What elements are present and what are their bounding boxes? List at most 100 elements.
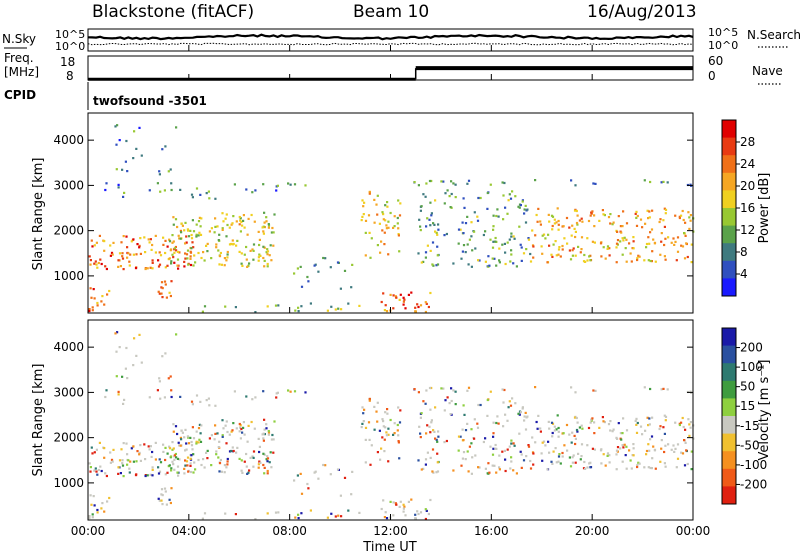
velocity-cell [185,448,188,451]
power-cell [98,234,101,237]
power-cell [383,309,386,312]
velocity-cell [334,515,337,518]
power-cell [91,306,94,309]
power-cell [361,199,364,202]
velocity-cell [544,444,547,447]
velocity-cell [445,439,448,443]
velocity-cell [580,455,583,458]
velocity-cell [139,459,142,462]
velocity-cell [568,456,571,459]
velocity-cell [392,514,395,517]
velocity-cell [502,401,505,404]
power-cell [117,259,120,262]
power-cell [589,259,592,262]
power-cell [636,258,639,262]
power-cell [128,260,131,263]
velocity-cell [477,466,480,469]
velocity-cell [680,421,683,424]
power-cell [192,264,195,267]
velocity-cell [175,456,178,459]
velocity-cell [473,437,476,440]
velocity-cell [170,389,173,392]
power-cell [317,270,320,273]
velocity-cell [269,451,272,454]
power-cell [551,224,554,228]
velocity-cell [487,462,490,465]
power-cell [186,257,189,260]
power-cell [601,209,604,212]
power-cell [266,248,269,251]
power-cell [199,225,202,228]
velocity-cell [262,452,265,455]
velocity-cell [160,499,163,502]
power-cell [358,304,361,307]
power-cell [160,281,164,284]
velocity-cell [519,411,522,414]
power-cell [531,229,534,232]
velocity-cell [497,422,500,425]
velocity-cell [422,400,425,403]
power-cell [459,228,462,231]
power-ylabel: Slant Range [km] [31,158,46,271]
power-cell [616,239,620,242]
power-cell [208,230,211,233]
velocity-cell [467,470,470,473]
velocity-cell [382,425,385,428]
power-cell [591,240,594,243]
power-cell [658,220,661,224]
velocity-cell [589,461,592,464]
power-cell [571,224,574,227]
velocity-cell [492,447,495,450]
power-cell [635,216,638,219]
power-cell [167,170,170,173]
velocity-cell [496,415,499,418]
velocity-cell [387,433,390,436]
velocity-cell [682,425,685,429]
velocity-cell [252,465,255,468]
velocity-cell [351,470,354,473]
power-cell [385,310,389,313]
velocity-cell [248,469,251,472]
power-cell [230,223,233,226]
velocity-cell [478,466,481,469]
velocity-cell [266,512,269,515]
velocity-cell [228,433,231,436]
power-cell [425,302,428,305]
velocity-cell [506,448,509,451]
power-ytick-label: 2000 [53,224,84,238]
velocity-cell [474,454,477,457]
velocity-cell [687,418,690,421]
power-cell [347,302,350,305]
velocity-colorbar-swatch [722,433,736,452]
power-cell [386,201,389,204]
velocity-cell [417,512,420,516]
velocity-cell [576,421,579,424]
velocity-ytick-label: 3000 [53,385,84,399]
power-cell [226,223,229,227]
power-cell [496,208,499,211]
power-cell [559,255,562,258]
power-cell [387,226,390,229]
power-cell [580,217,583,220]
velocity-cell [444,399,447,402]
power-cell [134,267,138,270]
power-cell [435,231,438,234]
power-cell [510,232,513,235]
power-cell [173,261,176,264]
velocity-cell [555,461,558,464]
power-cell [492,240,495,243]
power-cell [109,244,112,247]
velocity-cell [258,445,261,448]
velocity-cell [518,432,521,435]
velocity-cell [550,421,554,424]
noise-search-trace [87,42,694,46]
velocity-cell [681,452,685,455]
power-cell [424,195,427,198]
velocity-cell [636,421,639,425]
power-cell [200,256,203,260]
velocity-colorbar-frame [721,327,737,505]
velocity-cell [215,453,218,456]
velocity-cell [364,438,367,441]
velocity-cell [226,460,229,463]
power-cell [266,250,270,253]
